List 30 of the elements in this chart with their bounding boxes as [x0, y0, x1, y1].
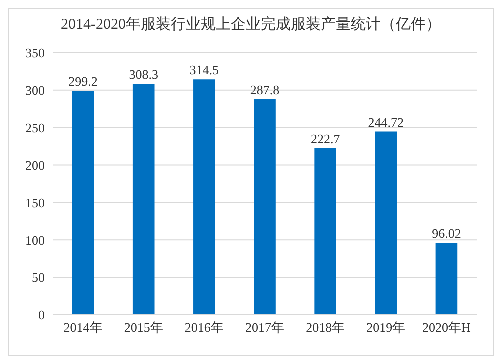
bar — [132, 84, 155, 315]
bar — [436, 243, 458, 315]
data-label: 287.8 — [250, 82, 280, 98]
data-label: 222.7 — [310, 131, 341, 146]
x-tick-label: 2019年 — [366, 320, 406, 336]
x-tick-label: 2015年 — [124, 320, 164, 336]
data-label: 299.2 — [68, 74, 98, 90]
bar — [314, 148, 336, 315]
y-tick-label: 250 — [26, 120, 45, 136]
y-tick-label: 350 — [26, 46, 45, 61]
x-tick-label: 2017年 — [246, 320, 284, 336]
x-tick-label: 2018年 — [306, 320, 346, 336]
bar — [375, 132, 398, 315]
x-tick-label: 2020年H — [422, 320, 471, 336]
data-label: 314.5 — [190, 62, 220, 78]
x-tick-label: 2016年 — [184, 320, 224, 336]
x-tick-label: 2014年 — [64, 320, 103, 336]
y-tick-label: 100 — [26, 232, 45, 248]
y-tick-label: 150 — [26, 195, 45, 210]
data-label: 308.3 — [129, 67, 158, 82]
bar — [72, 91, 94, 315]
y-tick-label: 300 — [26, 83, 45, 98]
y-tick-label: 50 — [32, 270, 45, 286]
data-label: 96.02 — [432, 226, 462, 242]
y-tick-label: 200 — [26, 158, 45, 173]
y-tick-label: 0 — [38, 308, 45, 323]
data-label: 244.72 — [368, 114, 404, 130]
bar — [254, 100, 276, 315]
bar — [194, 80, 216, 315]
chart-title: 2014-2020年服装行业规上企业完成服装产量统计（亿件） — [60, 15, 442, 35]
